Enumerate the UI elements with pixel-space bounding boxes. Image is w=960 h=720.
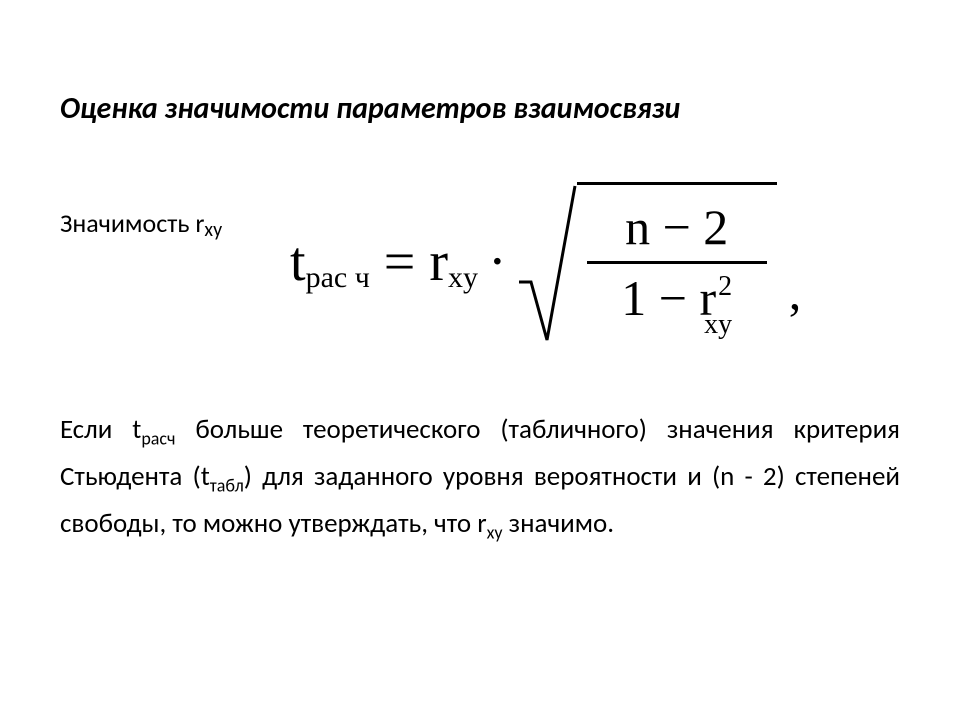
body-paragraph: Если tрасч больше теоретического (таблич…	[60, 407, 900, 548]
sym-t: t	[290, 230, 306, 294]
fraction-bar	[587, 261, 767, 264]
den-sub: xy	[704, 308, 732, 342]
sym-comma: ,	[789, 263, 802, 321]
label-text: Значимость r	[60, 207, 204, 239]
significance-label: Значимость rxy	[60, 177, 290, 242]
formula-row: Значимость rxy t рас ч = r xy · n − 2 1 …	[60, 177, 900, 347]
radical-icon	[517, 182, 577, 342]
body-p1a-sub: расч	[141, 427, 175, 449]
body-p1a: Если t	[60, 413, 141, 446]
denominator: 1 − r 2 xy	[611, 268, 742, 328]
den-sup: 2	[718, 270, 732, 304]
body-p1d: значимо.	[503, 507, 614, 540]
sqrt: n − 2 1 − r 2 xy	[517, 182, 777, 342]
sym-r-sub: xy	[448, 261, 478, 295]
numerator: n − 2	[615, 197, 738, 257]
label-sub: xy	[204, 218, 222, 242]
fraction: n − 2 1 − r 2 xy	[577, 182, 777, 339]
sym-eq: =	[384, 230, 416, 294]
body-p1b-sub: табл	[210, 474, 244, 496]
slide-title: Оценка значимости параметров взаимосвязи	[60, 90, 900, 127]
sym-dot: ·	[488, 230, 507, 294]
slide: Оценка значимости параметров взаимосвязи…	[0, 0, 960, 720]
body-p1c-sub: xy	[487, 521, 503, 543]
sym-t-sub: рас ч	[306, 261, 370, 295]
formula: t рас ч = r xy · n − 2 1 − r 2 xy	[290, 177, 801, 347]
den-one-minus-r: 1 − r	[621, 268, 716, 328]
sym-r: r	[429, 230, 448, 294]
